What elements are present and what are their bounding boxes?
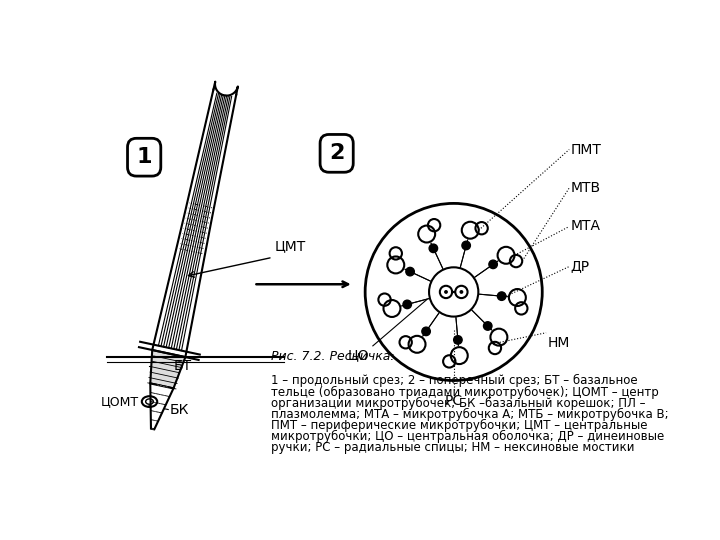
Text: микротрубочки; ЦО – центральная оболочка; ДР – динеиновые: микротрубочки; ЦО – центральная оболочка… — [271, 430, 665, 443]
Circle shape — [454, 336, 462, 344]
Circle shape — [429, 244, 438, 253]
Circle shape — [484, 322, 492, 330]
Circle shape — [489, 260, 498, 268]
Text: МТВ: МТВ — [571, 181, 601, 195]
Text: ЦОМТ: ЦОМТ — [101, 395, 139, 408]
Circle shape — [498, 292, 506, 300]
Circle shape — [422, 327, 431, 335]
Circle shape — [403, 300, 411, 309]
Text: ПМТ – периферические микротрубочки; ЦМТ – центральные: ПМТ – периферические микротрубочки; ЦМТ … — [271, 419, 648, 432]
Circle shape — [459, 290, 464, 294]
Text: ДР: ДР — [571, 260, 590, 274]
Text: БК: БК — [170, 402, 189, 416]
Text: НМ: НМ — [548, 336, 570, 350]
Circle shape — [462, 241, 470, 249]
Text: МТА: МТА — [571, 219, 600, 233]
Circle shape — [444, 290, 448, 294]
Text: Рис. 7.2. Ресничка:: Рис. 7.2. Ресничка: — [271, 350, 395, 363]
Text: плазмолемма; МТА – микротрубочка А; МТБ – микротрубочка В;: плазмолемма; МТА – микротрубочка А; МТБ … — [271, 408, 669, 421]
Text: 1: 1 — [136, 147, 152, 167]
Text: ЦО: ЦО — [347, 348, 369, 362]
Text: организации микротрубочек; БК –базальный корешок; ПЛ –: организации микротрубочек; БК –базальный… — [271, 397, 646, 410]
Text: БТ: БТ — [174, 359, 192, 373]
Text: ПМТ: ПМТ — [571, 143, 602, 157]
Text: тельце (образовано триадами микротрубочек); ЦОМТ – центр: тельце (образовано триадами микротрубоче… — [271, 386, 659, 399]
Polygon shape — [150, 350, 185, 388]
Text: 2: 2 — [329, 143, 344, 163]
Text: ручки; РС – радиальные спицы; НМ – нексиновые мостики: ручки; РС – радиальные спицы; НМ – некси… — [271, 441, 635, 454]
Polygon shape — [150, 383, 174, 429]
Circle shape — [406, 267, 414, 276]
Text: 1 – продольный срез; 2 – поперечный срез; БТ – базальное: 1 – продольный срез; 2 – поперечный срез… — [271, 374, 638, 387]
Text: ЦМТ: ЦМТ — [275, 239, 306, 253]
Text: РС: РС — [445, 394, 463, 408]
